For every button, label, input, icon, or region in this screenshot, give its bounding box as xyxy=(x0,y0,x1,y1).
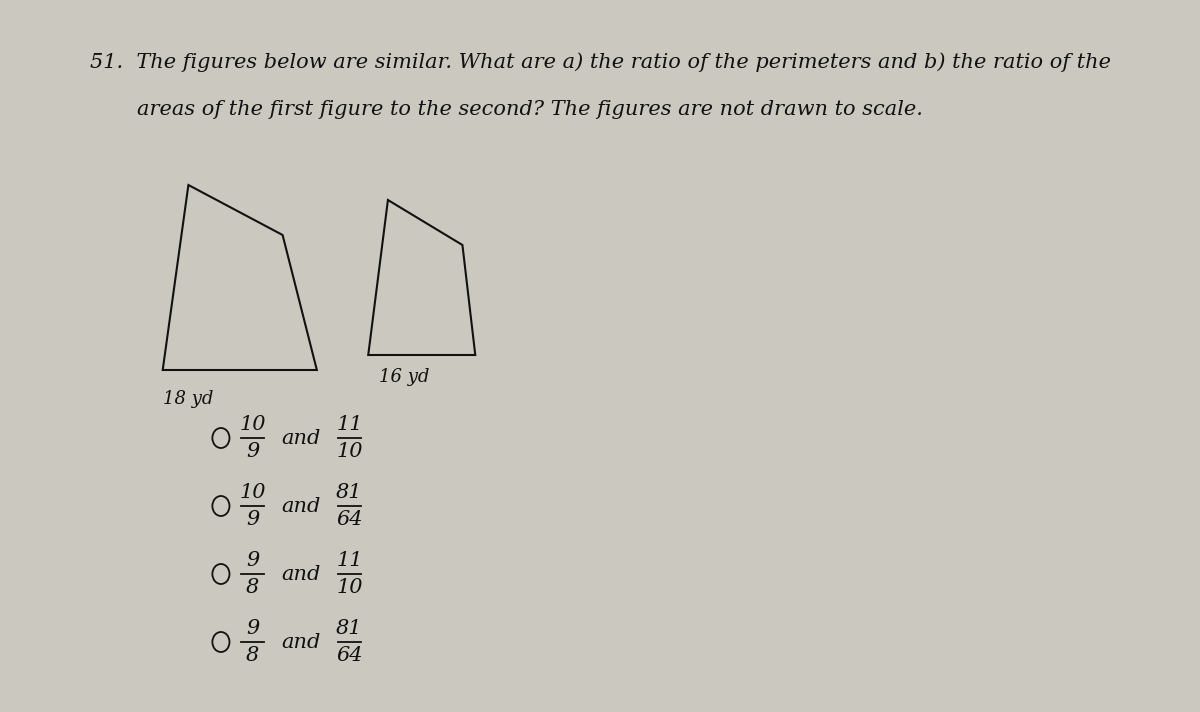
Text: and: and xyxy=(282,632,322,651)
Text: areas of the first figure to the second? The figures are not drawn to scale.: areas of the first figure to the second?… xyxy=(137,100,923,119)
Text: 81: 81 xyxy=(336,619,362,638)
Text: 9: 9 xyxy=(246,619,259,638)
Text: 16 yd: 16 yd xyxy=(379,368,430,386)
Text: 10: 10 xyxy=(239,483,266,502)
Text: 11: 11 xyxy=(336,415,362,434)
Text: and: and xyxy=(282,565,322,584)
Text: and: and xyxy=(282,429,322,448)
Text: 8: 8 xyxy=(246,578,259,597)
Text: 10: 10 xyxy=(336,442,362,461)
Text: 18 yd: 18 yd xyxy=(163,390,214,408)
Text: 10: 10 xyxy=(336,578,362,597)
Text: 81: 81 xyxy=(336,483,362,502)
Text: 51.  The figures below are similar. What are a) the ratio of the perimeters and : 51. The figures below are similar. What … xyxy=(90,52,1111,72)
Text: 9: 9 xyxy=(246,510,259,529)
Text: 64: 64 xyxy=(336,646,362,665)
Text: and: and xyxy=(282,496,322,515)
Text: 8: 8 xyxy=(246,646,259,665)
Text: 11: 11 xyxy=(336,551,362,570)
Text: 64: 64 xyxy=(336,510,362,529)
Text: 9: 9 xyxy=(246,442,259,461)
Text: 9: 9 xyxy=(246,551,259,570)
Text: 10: 10 xyxy=(239,415,266,434)
